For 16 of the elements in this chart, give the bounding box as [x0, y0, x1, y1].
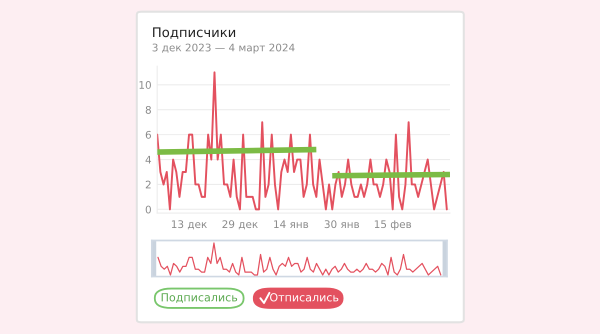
- x-tick-label: 29 дек: [222, 220, 258, 230]
- x-tick-label: 15 фев: [374, 220, 412, 230]
- text: Отписались: [270, 293, 338, 302]
- y-tick-label: 6: [146, 130, 151, 139]
- x-tick-label: 14 янв: [274, 220, 308, 228]
- chart-title: Подписчики: [153, 27, 236, 39]
- x-tick-label: 30 янв: [324, 220, 360, 228]
- text: Подписались: [162, 293, 238, 303]
- chart-subtitle: 3 дек 2023 — 4 март 2024: [152, 44, 295, 54]
- y-tick-label: 4: [146, 156, 152, 164]
- line-series: [157, 71, 448, 210]
- y-tick-label: 10: [140, 81, 151, 89]
- y-tick-label: 8: [146, 106, 151, 114]
- x-tick-label: 13 дек: [172, 220, 207, 230]
- y-tick-label: 0: [146, 206, 151, 214]
- y-tick-label: 2: [146, 180, 151, 188]
